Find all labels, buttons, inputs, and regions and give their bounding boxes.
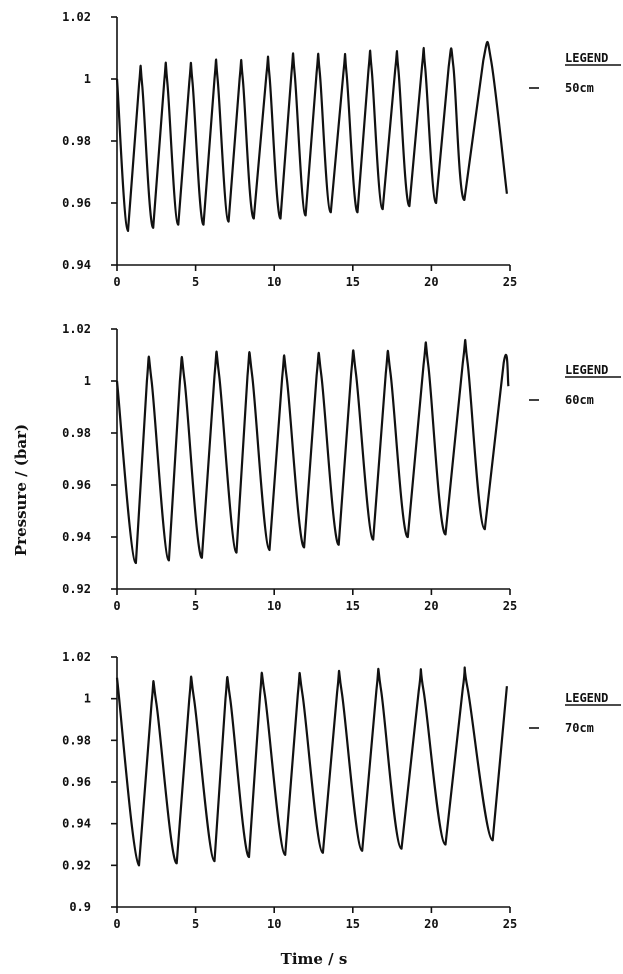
- chart-panel-3: 0.9 0.92 0.94 0.96 0.98 1 1.02 0 5 10 15 20 25 LEGEND…: [62, 650, 621, 931]
- series-line-50cm: [115, 40, 508, 232]
- x-tick-label: 0: [113, 917, 120, 931]
- y-tick-label: 0.98: [62, 426, 91, 440]
- chart-panel-2: 0.92 0.94 0.96 0.98 1 1.02 0 5 10 15 20 25 LEGEND 60c…: [62, 322, 621, 613]
- y-tick-label: 1: [84, 692, 91, 706]
- x-tick-label: 5: [192, 917, 199, 931]
- x-tick-label: 25: [503, 275, 517, 289]
- y-tick-label: 0.98: [62, 733, 91, 747]
- y-tick-label: 1: [84, 72, 91, 86]
- legend: LEGEND 50cm: [529, 51, 621, 95]
- legend-title: LEGEND: [565, 363, 608, 377]
- x-tick-label: 0: [113, 599, 120, 613]
- legend-entry-label: 70cm: [565, 721, 594, 735]
- y-tick-label: 1.02: [62, 10, 91, 24]
- x-tick-label: 0: [113, 275, 120, 289]
- x-tick-label: 20: [424, 599, 438, 613]
- chart-panel-1: 0.94 0.96 0.98 1 1.02 0 5 10 15 20 25 LEGEND 50cm: [62, 10, 621, 289]
- x-tick-label: 25: [503, 599, 517, 613]
- x-tick-label: 5: [192, 599, 199, 613]
- x-tick-label: 10: [267, 599, 281, 613]
- legend-title: LEGEND: [565, 691, 608, 705]
- series-line-70cm: [115, 666, 508, 867]
- x-axis-title: Time / s: [281, 950, 348, 968]
- legend-entry-label: 60cm: [565, 393, 594, 407]
- y-tick-label: 0.92: [62, 858, 91, 872]
- y-tick-label: 0.94: [62, 817, 91, 831]
- y-tick-label: 0.96: [62, 196, 91, 210]
- y-tick-label: 0.92: [62, 582, 91, 596]
- y-tick-label: 0.96: [62, 775, 91, 789]
- y-tick-label: 1.02: [62, 650, 91, 664]
- x-tick-label: 10: [267, 917, 281, 931]
- y-tick-label: 0.98: [62, 134, 91, 148]
- x-tick-label: 10: [267, 275, 281, 289]
- x-tick-label: 5: [192, 275, 199, 289]
- legend-entry-label: 50cm: [565, 81, 594, 95]
- legend: LEGEND 70cm: [529, 691, 621, 735]
- legend-title: LEGEND: [565, 51, 608, 65]
- x-tick-label: 20: [424, 917, 438, 931]
- y-tick-label: 0.9: [69, 900, 91, 914]
- x-tick-label: 15: [346, 275, 360, 289]
- x-tick-label: 15: [346, 599, 360, 613]
- x-tick-label: 15: [346, 917, 360, 931]
- y-tick-label: 1: [84, 374, 91, 388]
- series-line-60cm: [115, 339, 510, 565]
- x-tick-label: 25: [503, 917, 517, 931]
- y-tick-label: 1.02: [62, 322, 91, 336]
- legend: LEGEND 60cm: [529, 363, 621, 407]
- y-tick-label: 0.94: [62, 258, 91, 272]
- y-tick-label: 0.94: [62, 530, 91, 544]
- y-tick-label: 0.96: [62, 478, 91, 492]
- y-axis-title: Pressure / (bar): [12, 424, 30, 556]
- x-tick-label: 20: [424, 275, 438, 289]
